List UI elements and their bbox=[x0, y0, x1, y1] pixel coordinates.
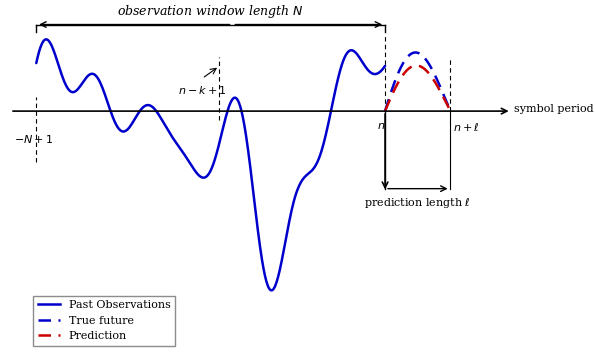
Text: $n-k+1$: $n-k+1$ bbox=[178, 84, 226, 96]
Text: $-N+1$: $-N+1$ bbox=[14, 133, 54, 145]
Text: observation window length $N$: observation window length $N$ bbox=[117, 3, 304, 20]
Legend: Past Observations, True future, Prediction: Past Observations, True future, Predicti… bbox=[33, 295, 175, 346]
Text: prediction length $\ell$: prediction length $\ell$ bbox=[364, 196, 471, 210]
Text: $n$: $n$ bbox=[377, 121, 386, 131]
Text: symbol period: symbol period bbox=[514, 104, 594, 114]
Text: $n+\ell$: $n+\ell$ bbox=[453, 121, 479, 133]
